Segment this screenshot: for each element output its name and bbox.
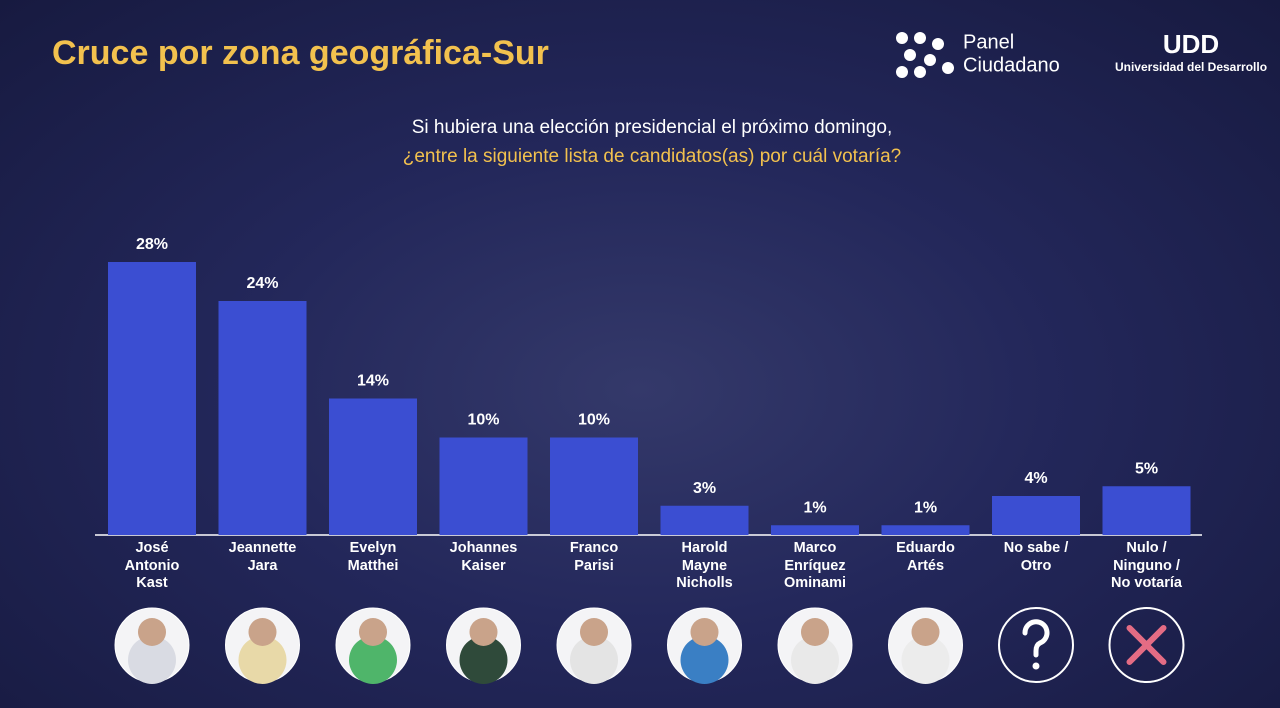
x-tick-label: Johannes Kaiser: [449, 540, 518, 574]
x-tick-label: Evelyn Matthei: [347, 540, 399, 574]
x-tick-label: Nulo / Ninguno / No votaría: [1111, 540, 1182, 591]
candidate-photo: [570, 636, 618, 684]
candidate-photo: [911, 618, 940, 646]
bar: [660, 505, 749, 535]
candidate-photo: [901, 636, 950, 684]
bar: [218, 301, 307, 535]
subtitle: Si hubiera una elección presidencial el …: [412, 117, 893, 138]
candidate-photo: [680, 636, 729, 684]
candidate-photo: [469, 618, 498, 646]
candidate-photo: [791, 636, 839, 684]
candidate-photo: [138, 618, 166, 646]
panel-logo: [896, 32, 954, 78]
candidate-photo: [128, 636, 176, 684]
value-label: 28%: [136, 236, 168, 253]
value-label: 14%: [357, 373, 389, 390]
bar: [329, 398, 417, 535]
value-label: 10%: [467, 412, 499, 429]
udd-logo: UDD: [1163, 29, 1219, 59]
bar: [550, 437, 638, 535]
value-label: 3%: [693, 480, 716, 497]
value-label: 1%: [914, 499, 937, 516]
candidate-photo: [459, 636, 508, 684]
x-tick-label: Jeannette Jara: [228, 540, 297, 574]
x-tick-label: Harold Mayne Nicholls: [676, 540, 733, 591]
x-tick-label: José Antonio Kast: [124, 540, 180, 591]
x-tick-label: Eduardo Artés: [896, 540, 955, 574]
unknown-icon: [1022, 619, 1050, 658]
candidate-photo: [248, 618, 277, 646]
logo-text: Ciudadano: [963, 54, 1060, 76]
none-icon: [1108, 607, 1185, 683]
value-label: 24%: [246, 275, 278, 292]
value-label: 1%: [803, 499, 826, 516]
value-label: 5%: [1135, 460, 1158, 477]
unknown-icon: [1032, 662, 1040, 670]
bar: [108, 262, 196, 535]
bar: [992, 496, 1080, 535]
candidate-photo: [690, 618, 719, 646]
candidate-photo: [349, 636, 397, 684]
value-label: 10%: [578, 412, 610, 429]
x-tick-label: Franco Parisi: [569, 540, 619, 574]
university-name: Universidad del Desarrollo: [1115, 60, 1267, 74]
value-label: 4%: [1024, 470, 1047, 487]
candidate-photo: [238, 636, 287, 684]
bar: [771, 525, 859, 535]
candidate-photo: [580, 618, 608, 646]
logo-text: Panel: [963, 31, 1014, 53]
candidate-photo: [801, 618, 829, 646]
none-icon: [1126, 625, 1167, 665]
subtitle: ¿entre la siguiente lista de candidatos(…: [403, 146, 902, 167]
bar: [439, 437, 528, 535]
candidate-photo: [359, 618, 387, 646]
bar: [881, 525, 970, 535]
unknown-icon: [998, 607, 1074, 683]
x-tick-label: No sabe / Otro: [1003, 540, 1069, 574]
bar: [1102, 486, 1191, 535]
chart-title: Cruce por zona geográfica-Sur: [52, 34, 549, 72]
x-tick-label: Marco Enríquez Ominami: [783, 540, 847, 591]
